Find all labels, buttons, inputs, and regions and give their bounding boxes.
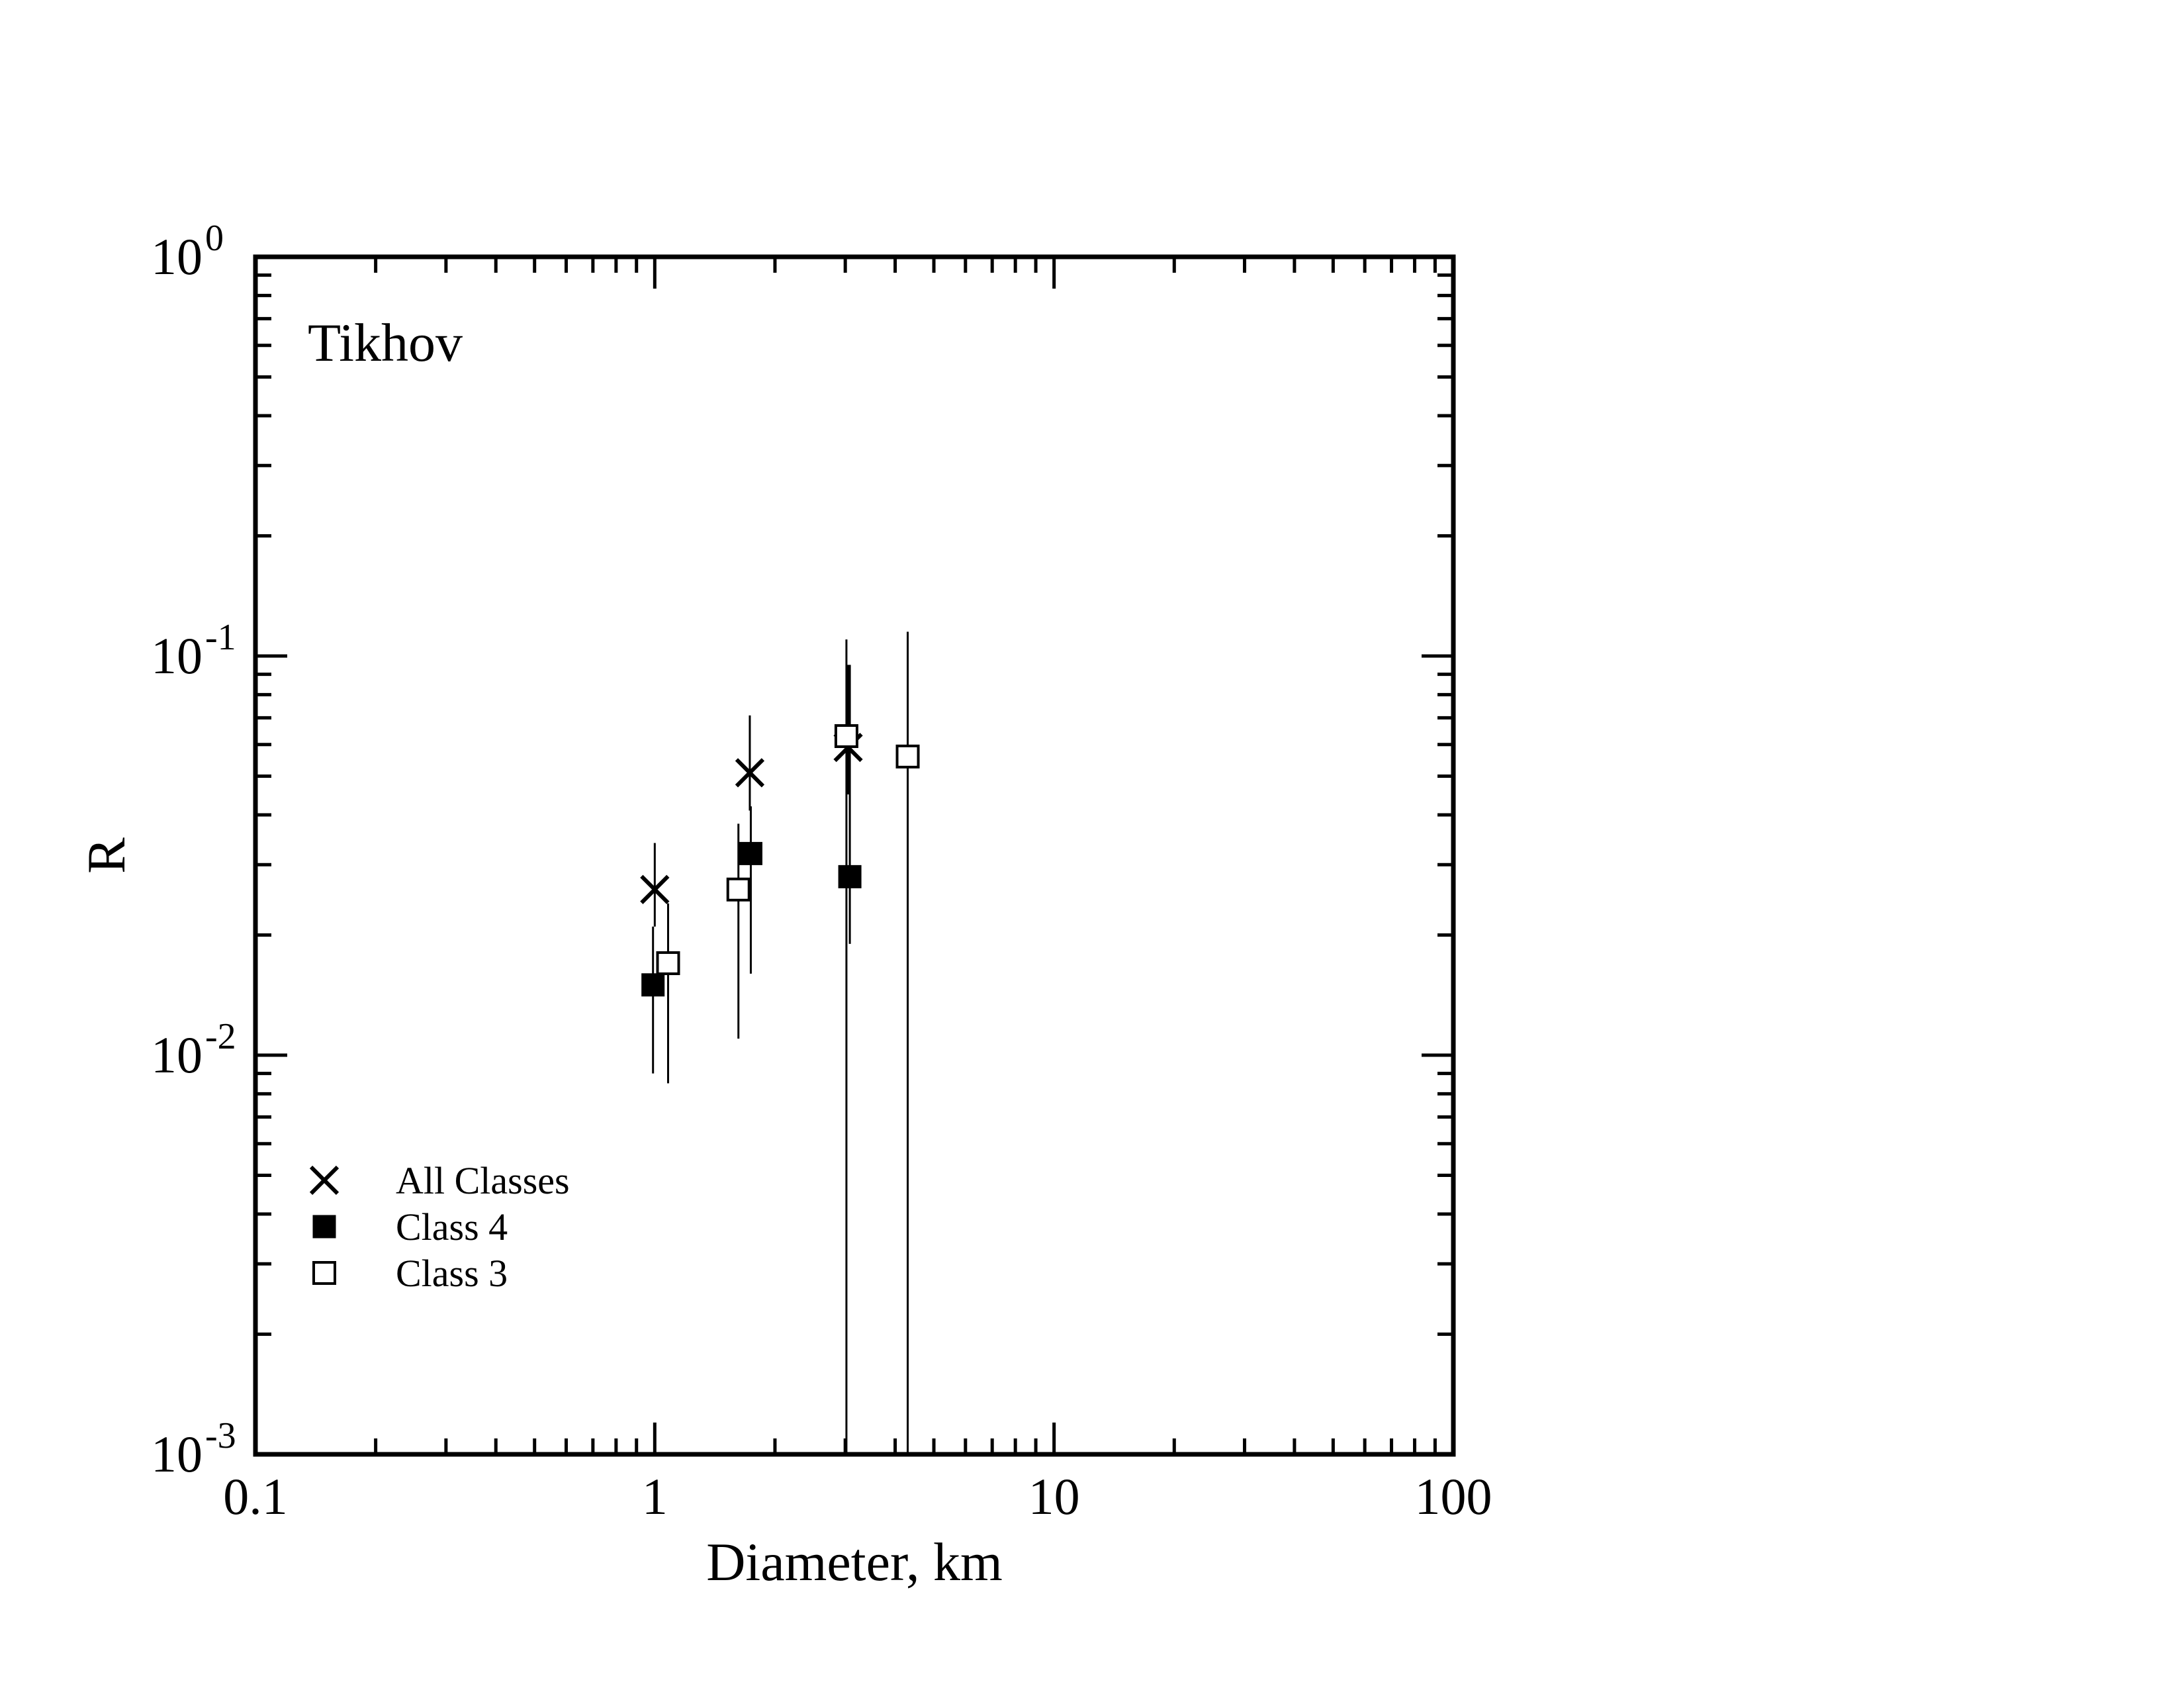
legend-item-class-4: Class 4: [312, 1205, 508, 1248]
x-tick-label: 100: [1415, 1468, 1492, 1525]
point-class-3: [834, 724, 858, 748]
x-tick-labels: 0.1 1 10 100: [223, 1468, 1492, 1525]
legend-label-class-4: Class 4: [396, 1205, 508, 1248]
legend-marker-class-3: [312, 1261, 336, 1285]
y-tick-base: 10: [151, 627, 203, 684]
axis-ticks: [253, 257, 1453, 1456]
point-class-3: [726, 877, 751, 902]
y-tick-exponent: -2: [205, 1016, 236, 1057]
point-class-3: [656, 951, 680, 976]
legend-label-class-3: Class 3: [396, 1252, 508, 1295]
chart-annotation: Tikhov: [308, 312, 463, 373]
x-tick-label: 1: [642, 1468, 668, 1525]
point-class-4: [838, 865, 862, 888]
x-tick-label: 0.1: [223, 1468, 288, 1525]
legend-item-all-classes: All Classes: [309, 1159, 570, 1202]
y-tick-base: 10: [151, 228, 203, 285]
legend-item-class-3: Class 3: [312, 1252, 508, 1295]
point-class-4: [739, 841, 762, 865]
y-tick-label: 10 -1: [151, 617, 236, 684]
data-markers: [640, 724, 920, 997]
legend-label-all-classes: All Classes: [396, 1159, 570, 1202]
y-tick-base: 10: [151, 1425, 203, 1483]
point-class-4: [641, 973, 665, 997]
point-all-classes: [735, 758, 765, 788]
point-class-3: [895, 744, 920, 769]
legend-marker-all-classes: [309, 1165, 340, 1196]
y-tick-label: 10 -3: [151, 1415, 236, 1483]
y-tick-base: 10: [151, 1026, 203, 1084]
y-tick-exponent: 0: [205, 218, 224, 259]
x-axis-title: Diameter, km: [706, 1532, 1003, 1592]
legend-marker-class-4: [312, 1215, 336, 1239]
error-bars: [652, 632, 909, 1454]
x-tick-label: 10: [1028, 1468, 1080, 1525]
point-all-classes: [640, 874, 670, 904]
y-axis-title: R: [76, 837, 136, 874]
y-tick-label: 10 0: [151, 218, 224, 285]
plot-frame: [253, 254, 1456, 1457]
y-tick-exponent: -1: [205, 617, 236, 658]
y-tick-exponent: -3: [205, 1415, 236, 1456]
y-tick-label: 10 -2: [151, 1016, 236, 1084]
